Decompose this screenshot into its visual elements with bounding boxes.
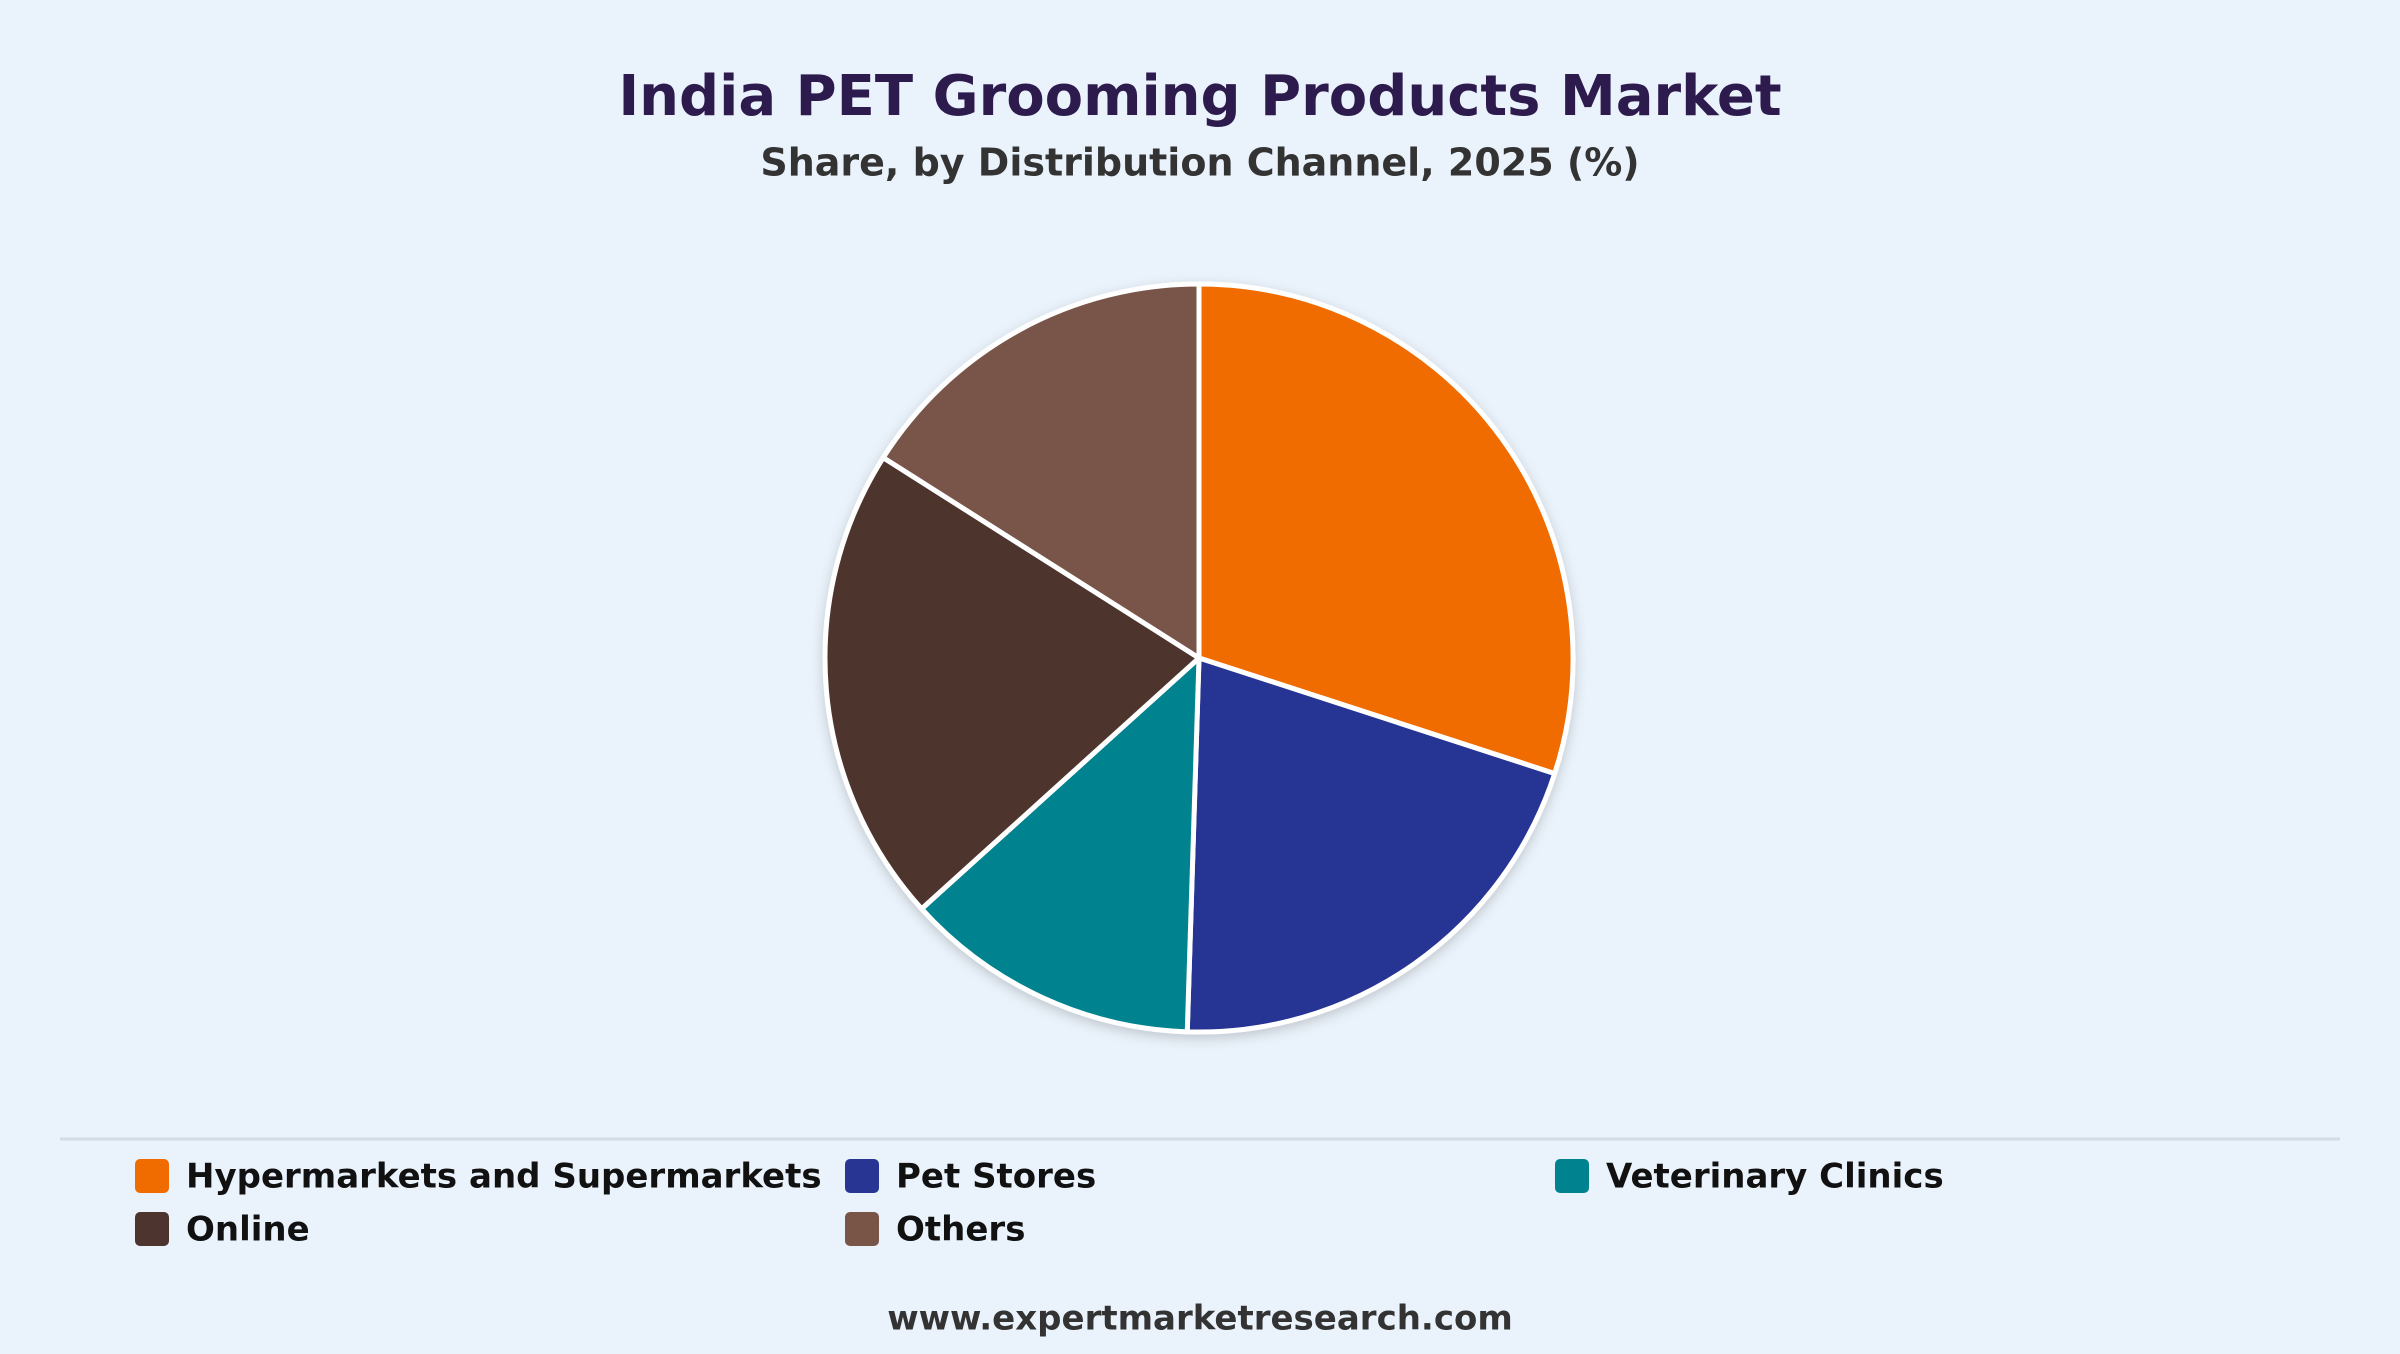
pie-slice bbox=[1184, 655, 1558, 1035]
pie bbox=[822, 281, 1576, 1035]
chart-title: India PET Grooming Products Market bbox=[618, 64, 1781, 129]
legend-swatch bbox=[1555, 1159, 1589, 1193]
pie-slice bbox=[919, 655, 1202, 1035]
legend-label: Online bbox=[186, 1210, 310, 1250]
source: www.expertmarketresearch.com bbox=[887, 1299, 1513, 1339]
chart-subtitle: Share, by Distribution Channel, 2025 (%) bbox=[760, 141, 1639, 185]
pie-slice bbox=[822, 455, 1202, 912]
pie-slice bbox=[880, 281, 1202, 661]
legend-swatch bbox=[845, 1212, 879, 1246]
pie-slice bbox=[1196, 281, 1576, 777]
legend-swatch bbox=[135, 1159, 169, 1193]
legend-swatch bbox=[135, 1212, 169, 1246]
legend-swatch bbox=[845, 1159, 879, 1193]
legend-label: Pet Stores bbox=[896, 1157, 1096, 1197]
legend-label: Veterinary Clinics bbox=[1606, 1157, 1944, 1197]
legend-label: Hypermarkets and Supermarkets bbox=[186, 1157, 822, 1197]
legend: Hypermarkets and Supermarkets Pet Stores V… bbox=[135, 1157, 1944, 1250]
legend-label: Others bbox=[896, 1210, 1025, 1250]
